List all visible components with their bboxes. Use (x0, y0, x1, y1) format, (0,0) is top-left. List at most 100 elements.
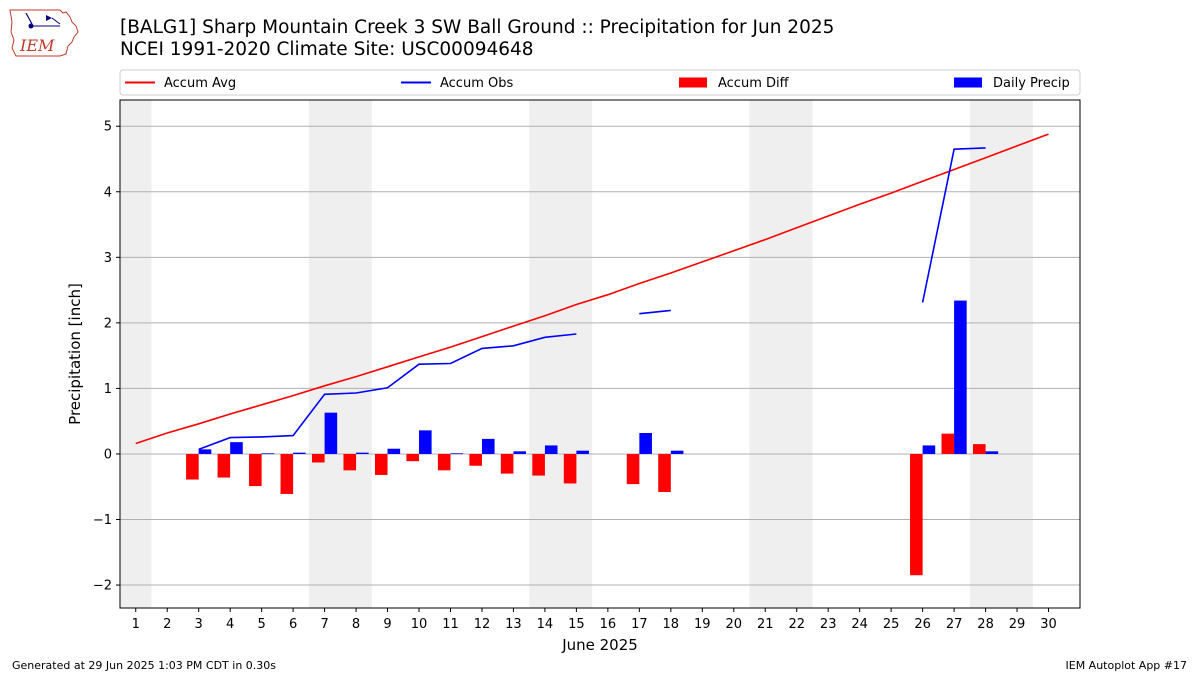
x-tick-label: 23 (820, 617, 837, 632)
iowa-map-weather-icon: IEM (9, 9, 79, 57)
weekend-band (120, 100, 152, 608)
x-tick-label: 12 (474, 617, 491, 632)
x-tick-label: 14 (537, 617, 554, 632)
y-tick-label: 1 (104, 382, 112, 397)
accum-diff-bar (500, 453, 514, 474)
y-tick-label: 0 (104, 447, 112, 462)
daily-precip-bar (356, 452, 369, 454)
accum-diff-bar (374, 453, 388, 475)
accum-diff-bar (437, 453, 451, 471)
accum-diff-bar (532, 453, 545, 476)
weekend-band (308, 100, 372, 608)
legend-box (119, 69, 1081, 96)
x-tick-label: 3 (195, 617, 203, 632)
x-tick-label: 1 (132, 617, 140, 632)
daily-precip-bar (293, 452, 306, 454)
daily-precip-bar (261, 453, 275, 455)
daily-precip-bar (198, 449, 212, 454)
x-tick-label: 2 (163, 617, 171, 632)
weekend-band (749, 100, 813, 608)
accum-diff-bar (910, 453, 923, 576)
x-tick-label: 6 (289, 617, 297, 632)
y-tick-label: 3 (104, 251, 112, 266)
weekend-band (529, 100, 593, 608)
iem-logo: IEM (6, 4, 82, 60)
weekend-band (969, 100, 1033, 608)
series-lines (135, 133, 1049, 451)
x-tick-label: 17 (631, 617, 648, 632)
y-tick-label: −2 (93, 579, 112, 594)
accum-diff-bar (343, 453, 357, 471)
accum-diff-bar (406, 453, 420, 462)
daily-precip-bar (419, 430, 432, 454)
x-tick-label: 27 (946, 617, 963, 632)
accum-obs-line (198, 333, 577, 451)
weekend-shading (120, 100, 1033, 608)
accum-diff-bar (217, 453, 231, 478)
generated-timestamp: Generated at 29 Jun 2025 1:03 PM CDT in … (12, 659, 277, 672)
x-axis-label: June 2025 (561, 636, 638, 654)
chart-title: [BALG1] Sharp Mountain Creek 3 SW Ball G… (120, 17, 834, 61)
x-tick-label: 22 (788, 617, 805, 632)
daily-precip-bar (324, 412, 338, 454)
x-tick-label: 24 (851, 617, 868, 632)
daily-precip-bar (576, 450, 589, 454)
accum-diff-bar (563, 453, 577, 484)
daily-precip-bar (450, 453, 464, 455)
y-tick-label: 5 (104, 120, 112, 135)
logo-text: IEM (19, 36, 55, 55)
accum-obs-line (639, 309, 671, 315)
accum-diff-bar (941, 433, 955, 454)
x-tick-label: 10 (411, 617, 428, 632)
daily-precip-bar (481, 438, 495, 454)
x-tick-label: 15 (568, 617, 585, 632)
legend-swatch (954, 77, 982, 88)
legend: Accum Avg Accum Obs Accum Diff Daily Precip (119, 69, 1081, 96)
x-tick-label: 13 (505, 617, 522, 632)
daily-precip-bar (639, 432, 652, 454)
daily-precip-bar (387, 448, 401, 454)
x-tick-label: 29 (1009, 617, 1026, 632)
x-tick-label: 26 (914, 617, 931, 632)
daily-precip-bar (513, 451, 527, 454)
x-tick-label: 5 (257, 617, 265, 632)
accum-avg-line (135, 133, 1049, 445)
x-tick-label: 4 (226, 617, 234, 632)
x-tick-label: 25 (883, 617, 900, 632)
daily-precip-bar (670, 450, 684, 454)
accum-diff-bar (312, 453, 325, 463)
x-tick-label: 8 (352, 617, 360, 632)
legend-swatch (679, 77, 707, 88)
daily-precip-bar (954, 300, 967, 454)
daily-precip-bar (230, 442, 243, 454)
accum-diff-bar (249, 453, 262, 487)
accum-diff-bar (186, 453, 199, 480)
x-tick-label: 20 (725, 617, 742, 632)
x-tick-label: 19 (694, 617, 711, 632)
legend-label: Accum Diff (718, 76, 790, 91)
x-tick-label: 7 (320, 617, 328, 632)
x-tick-label: 18 (663, 617, 680, 632)
accum-diff-bar (626, 453, 640, 485)
title-line-1: [BALG1] Sharp Mountain Creek 3 SW Ball G… (120, 17, 835, 38)
accum-obs-line (921, 147, 986, 303)
x-tick-label: 30 (1040, 617, 1057, 632)
daily-precip-bar (985, 451, 999, 454)
y-tick-label: 4 (104, 185, 112, 200)
y-axis-label: Precipitation [inch] (66, 283, 84, 425)
legend-label: Accum Avg (164, 76, 236, 91)
x-tick-label: 16 (600, 617, 617, 632)
x-tick-label: 11 (442, 617, 459, 632)
x-tick-label: 21 (757, 617, 774, 632)
accum-diff-bar (469, 453, 482, 466)
accum-diff-bar (280, 453, 294, 494)
legend-label: Daily Precip (993, 76, 1070, 91)
title-line-2: NCEI 1991-2020 Climate Site: USC00094648 (120, 39, 534, 60)
gridlines (120, 125, 1080, 586)
accum-diff-bar (972, 444, 986, 454)
x-tick-label: 9 (383, 617, 391, 632)
plot-frame (119, 99, 1081, 609)
accum-diff-bar (658, 453, 671, 492)
